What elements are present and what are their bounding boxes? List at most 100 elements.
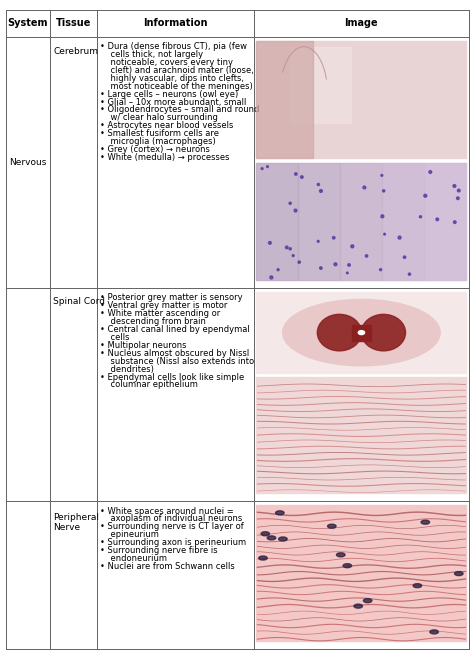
Text: • Nuclei are from Schwann cells: • Nuclei are from Schwann cells <box>100 562 235 571</box>
Bar <box>97 37 254 288</box>
Text: dendrites): dendrites) <box>100 364 154 374</box>
Point <box>295 257 303 267</box>
Ellipse shape <box>354 604 363 608</box>
Text: substance (Nissl also extends into: substance (Nissl also extends into <box>100 356 254 366</box>
Text: • Ependymal cells look like simple: • Ependymal cells look like simple <box>100 373 244 381</box>
Text: • Nucleus almost obscured by Nissl: • Nucleus almost obscured by Nissl <box>100 349 249 358</box>
Point <box>267 272 275 283</box>
Bar <box>6 37 50 288</box>
Bar <box>254 501 469 649</box>
Text: • Large cells – neurons (owl eye): • Large cells – neurons (owl eye) <box>100 90 238 98</box>
Text: • Dura (dense fibrous CT), pia (few: • Dura (dense fibrous CT), pia (few <box>100 42 247 51</box>
Point <box>286 198 294 208</box>
Bar <box>254 288 469 501</box>
Point <box>258 163 266 174</box>
Bar <box>97 501 254 649</box>
Bar <box>256 505 466 641</box>
Text: Tissue: Tissue <box>56 19 91 28</box>
Bar <box>50 288 97 501</box>
Text: • Posterior grey matter is sensory: • Posterior grey matter is sensory <box>100 293 243 302</box>
Ellipse shape <box>361 314 406 351</box>
Text: cleft) and arachnoid mater (loose,: cleft) and arachnoid mater (loose, <box>100 66 254 75</box>
Text: • Surrounding axon is perineurium: • Surrounding axon is perineurium <box>100 538 246 547</box>
Point <box>455 185 463 196</box>
Point <box>451 181 458 192</box>
Ellipse shape <box>279 537 287 541</box>
Text: Cerebrum: Cerebrum <box>53 47 98 56</box>
Text: • Surrounding nerve is CT layer of: • Surrounding nerve is CT layer of <box>100 523 244 531</box>
Text: • Surrounding nerve fibre is: • Surrounding nerve fibre is <box>100 546 218 555</box>
Text: w/ clear halo surrounding: w/ clear halo surrounding <box>100 113 218 123</box>
Point <box>396 232 403 243</box>
Bar <box>256 163 466 280</box>
Text: • Ventral grey matter is motor: • Ventral grey matter is motor <box>100 302 228 310</box>
Text: most noticeable of the meninges): most noticeable of the meninges) <box>100 82 253 90</box>
Bar <box>424 163 466 280</box>
Text: highly vascular, dips into clefts,: highly vascular, dips into clefts, <box>100 74 244 83</box>
Ellipse shape <box>261 532 270 536</box>
Bar <box>254 10 469 37</box>
Point <box>361 182 368 193</box>
Text: noticeable, covers every tiny: noticeable, covers every tiny <box>100 58 233 67</box>
Bar <box>256 505 466 641</box>
Text: Information: Information <box>143 19 208 28</box>
Ellipse shape <box>328 524 336 528</box>
Point <box>286 243 294 254</box>
Ellipse shape <box>337 553 345 557</box>
Ellipse shape <box>364 598 372 602</box>
Point <box>283 242 291 253</box>
Point <box>454 193 462 204</box>
Ellipse shape <box>283 299 440 366</box>
Point <box>451 217 458 228</box>
Ellipse shape <box>275 511 284 515</box>
Bar <box>6 501 50 649</box>
Point <box>378 170 386 181</box>
Point <box>290 251 297 261</box>
Ellipse shape <box>267 536 276 540</box>
Text: Nervous: Nervous <box>9 158 46 167</box>
Text: • Astrocytes near blood vessels: • Astrocytes near blood vessels <box>100 121 233 130</box>
Bar <box>256 41 466 158</box>
Point <box>406 269 413 279</box>
Bar <box>256 292 466 373</box>
Text: System: System <box>8 19 48 28</box>
Bar <box>254 37 469 288</box>
Text: axoplasm of individual neurons: axoplasm of individual neurons <box>100 515 242 523</box>
Text: cells thick, not largely: cells thick, not largely <box>100 50 203 59</box>
Text: Image: Image <box>345 19 378 28</box>
Text: • Glial – 10x more abundant, small: • Glial – 10x more abundant, small <box>100 98 246 107</box>
Point <box>417 212 424 222</box>
Bar <box>256 163 466 280</box>
Point <box>363 251 370 261</box>
Text: • White spaces around nuclei =: • White spaces around nuclei = <box>100 507 234 515</box>
Point <box>421 190 429 201</box>
Text: • Smallest fusiform cells are: • Smallest fusiform cells are <box>100 129 219 138</box>
Bar <box>50 10 97 37</box>
Ellipse shape <box>358 330 365 334</box>
Point <box>348 241 356 252</box>
Text: • Central canal lined by ependymal: • Central canal lined by ependymal <box>100 325 250 334</box>
Text: cells: cells <box>100 333 129 342</box>
Text: • Oligodendrocytes – small and round: • Oligodendrocytes – small and round <box>100 105 259 115</box>
Point <box>314 236 322 247</box>
Bar <box>340 163 383 280</box>
Point <box>292 169 300 180</box>
Ellipse shape <box>259 556 267 560</box>
Point <box>401 252 408 263</box>
Point <box>332 259 339 269</box>
Point <box>266 237 273 248</box>
Bar <box>6 288 50 501</box>
Ellipse shape <box>317 314 362 351</box>
Point <box>298 172 306 182</box>
Point <box>344 267 351 278</box>
Ellipse shape <box>413 584 422 588</box>
Bar <box>383 163 424 280</box>
Bar <box>256 292 466 373</box>
Text: • Grey (cortex) → neurons: • Grey (cortex) → neurons <box>100 145 210 154</box>
Bar <box>256 41 466 158</box>
Point <box>315 179 322 190</box>
Text: • Multipolar neurons: • Multipolar neurons <box>100 341 186 350</box>
Point <box>381 229 388 240</box>
Ellipse shape <box>343 563 352 567</box>
Bar <box>6 10 50 37</box>
